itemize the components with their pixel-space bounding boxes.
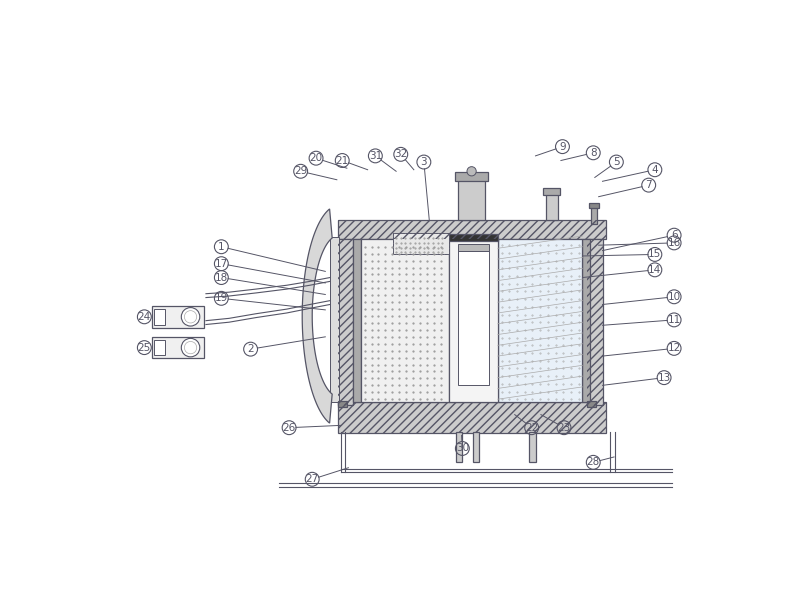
Bar [458, 251, 489, 385]
Bar [449, 235, 498, 241]
Bar [587, 239, 602, 405]
Text: 15: 15 [648, 250, 662, 259]
Text: 21: 21 [336, 156, 349, 165]
Text: 4: 4 [651, 165, 658, 175]
Text: 18: 18 [214, 273, 228, 282]
Bar [338, 402, 606, 433]
Circle shape [467, 167, 476, 176]
Text: 12: 12 [667, 344, 681, 353]
Bar [338, 401, 347, 407]
Bar [591, 207, 597, 224]
Polygon shape [302, 209, 332, 423]
Circle shape [182, 338, 200, 357]
Bar [455, 172, 488, 181]
Text: 2: 2 [247, 344, 254, 354]
Text: 22: 22 [525, 423, 538, 433]
Text: 29: 29 [294, 166, 307, 176]
Bar [582, 239, 590, 402]
Bar [338, 402, 606, 433]
Bar [361, 239, 449, 402]
Text: 8: 8 [590, 148, 597, 158]
Text: 11: 11 [667, 315, 681, 325]
Text: 23: 23 [558, 423, 570, 433]
Bar [393, 233, 449, 255]
Text: 20: 20 [310, 153, 322, 163]
Bar [543, 188, 560, 195]
Bar [456, 431, 462, 462]
Bar [473, 431, 479, 462]
Bar [154, 309, 165, 324]
Bar [338, 239, 353, 405]
Bar [589, 203, 599, 208]
Text: 31: 31 [369, 151, 382, 161]
Circle shape [182, 308, 200, 326]
Text: 30: 30 [456, 444, 469, 453]
Text: 14: 14 [648, 265, 662, 275]
Text: 24: 24 [138, 312, 151, 322]
Bar [393, 233, 449, 255]
Bar [338, 220, 606, 239]
Bar [338, 239, 353, 405]
Text: 3: 3 [421, 157, 427, 167]
Bar [154, 340, 165, 355]
Bar [530, 431, 535, 462]
Text: 10: 10 [667, 292, 681, 302]
Text: 1: 1 [218, 242, 225, 251]
Bar [498, 239, 582, 402]
Bar [353, 239, 361, 402]
Text: 5: 5 [613, 157, 620, 167]
Bar [458, 244, 489, 251]
Text: 19: 19 [214, 293, 228, 304]
Text: 26: 26 [282, 423, 296, 433]
Text: 16: 16 [667, 238, 681, 248]
Text: 6: 6 [670, 230, 678, 240]
Bar [587, 401, 596, 407]
Bar [587, 239, 602, 405]
Bar [330, 237, 339, 402]
Bar [458, 178, 486, 220]
Bar [546, 193, 558, 220]
Text: 7: 7 [646, 180, 652, 190]
Bar [152, 337, 205, 358]
Text: 32: 32 [394, 149, 407, 159]
Text: 13: 13 [658, 373, 670, 382]
Bar [449, 239, 498, 402]
Bar [338, 220, 606, 239]
Text: 28: 28 [586, 458, 600, 467]
Text: 9: 9 [559, 142, 566, 152]
Text: 27: 27 [306, 474, 319, 484]
Text: 17: 17 [214, 259, 228, 268]
Text: 25: 25 [138, 342, 151, 353]
Bar [152, 306, 205, 328]
